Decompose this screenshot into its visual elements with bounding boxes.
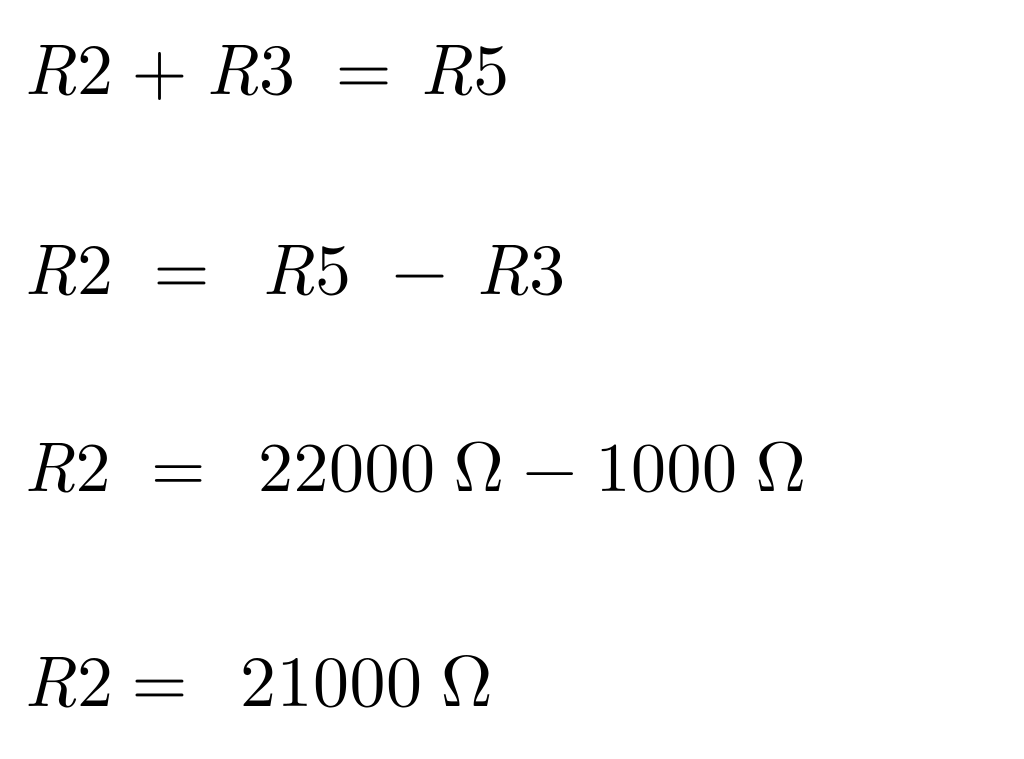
equation-line-4: R2=21000Ω <box>24 640 493 712</box>
unit-ohm: Ω <box>756 413 807 512</box>
var-R: R <box>24 13 77 115</box>
sub-3: 3 <box>259 13 296 115</box>
var-R: R <box>24 625 77 727</box>
op-minus: − <box>523 413 578 512</box>
unit-ohm: Ω <box>454 413 505 512</box>
var-R: R <box>262 213 315 315</box>
sub-5: 5 <box>473 13 510 115</box>
sub-2: 2 <box>77 625 114 727</box>
unit-ohm: Ω <box>441 625 493 727</box>
op-eq: = <box>132 625 189 727</box>
op-eq: = <box>154 213 211 315</box>
sub-5: 5 <box>315 213 352 315</box>
equation-canvas: R2+R3=R5 R2=R5−R3 R2=22000Ω−1000Ω R2=210… <box>0 0 1024 759</box>
op-minus: − <box>392 213 449 315</box>
var-R: R <box>206 13 259 115</box>
value-1000: 1000 <box>596 413 738 512</box>
sub-3: 3 <box>529 213 566 315</box>
var-R: R <box>24 413 76 512</box>
equation-line-1: R2+R3=R5 <box>24 28 510 100</box>
op-eq: = <box>336 13 393 115</box>
sub-2: 2 <box>76 413 112 512</box>
equation-line-2: R2=R5−R3 <box>24 228 566 300</box>
sub-2: 2 <box>77 213 114 315</box>
var-R: R <box>420 13 473 115</box>
value-22000: 22000 <box>258 413 436 512</box>
var-R: R <box>476 213 529 315</box>
op-plus: + <box>132 13 189 115</box>
value-21000: 21000 <box>240 625 423 727</box>
var-R: R <box>24 213 77 315</box>
sub-2: 2 <box>77 13 114 115</box>
op-eq: = <box>151 413 206 512</box>
equation-line-3: R2=22000Ω−1000Ω <box>24 428 807 498</box>
